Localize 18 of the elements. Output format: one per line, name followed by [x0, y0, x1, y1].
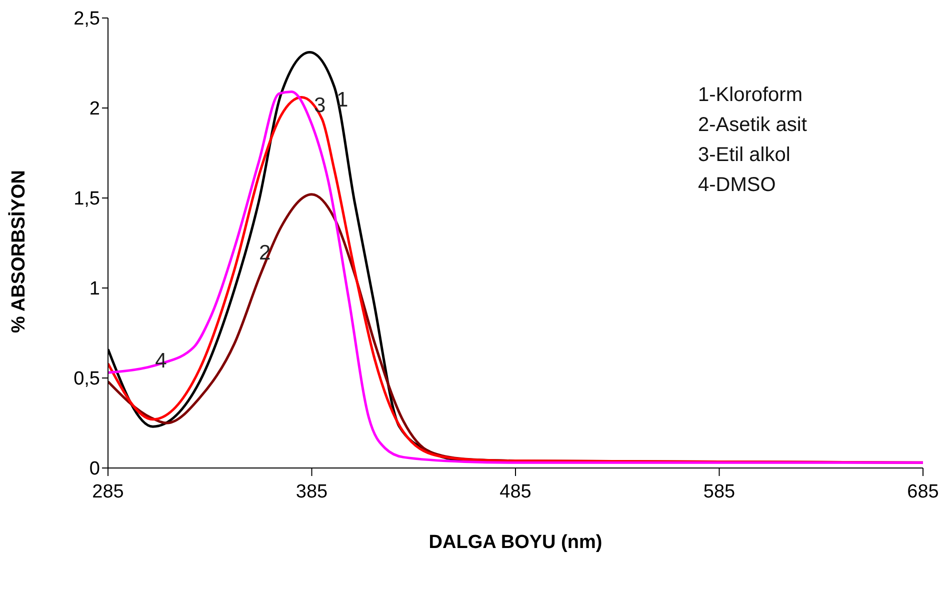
x-tick-label: 385: [296, 481, 328, 502]
y-tick-label: 1,5: [74, 188, 100, 210]
annotation: 2-Asetik asit: [698, 113, 807, 138]
y-tick-label: 2,5: [74, 8, 100, 30]
annotation: 3-Etil alkol: [698, 143, 792, 168]
y-tick-label: 2: [89, 98, 100, 120]
y-axis-title: % ABSORBSİYON: [8, 170, 30, 333]
x-axis-title: DALGA BOYU (nm): [428, 532, 602, 553]
y-tick-label: 0: [89, 458, 100, 480]
x-tick-label: 485: [500, 481, 532, 502]
y-tick-label: 0,5: [74, 368, 100, 390]
x-tick-label: 685: [907, 481, 939, 502]
annotation: 4-DMSO: [698, 173, 777, 198]
y-tick-label: 1: [89, 278, 100, 300]
x-tick-label: 285: [92, 481, 124, 502]
annotation: 1-Kloroform: [698, 83, 804, 108]
x-tick-label: 585: [703, 481, 736, 502]
annotation: 3: [314, 94, 326, 117]
